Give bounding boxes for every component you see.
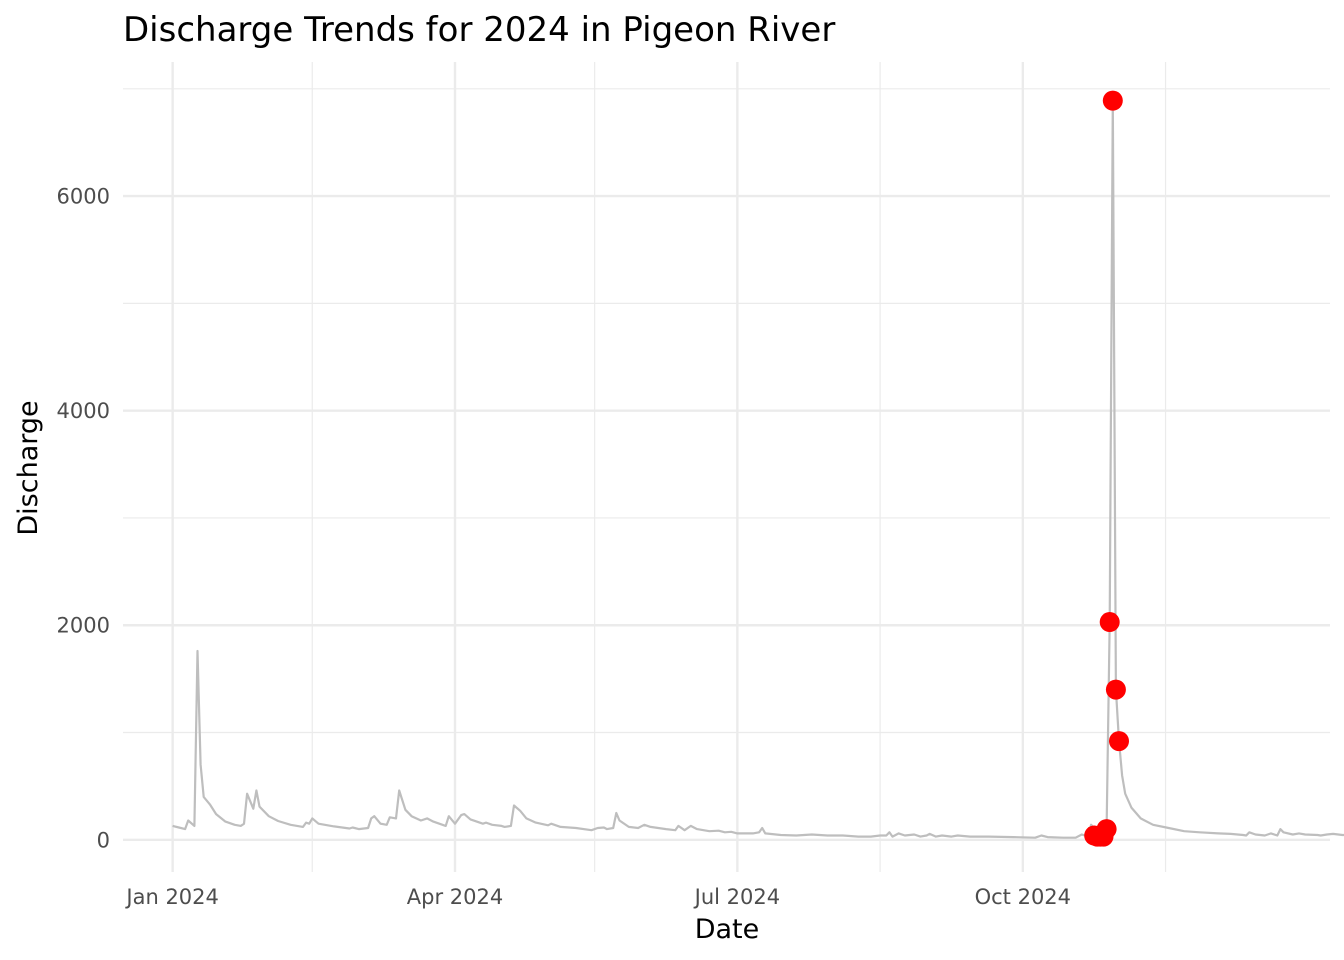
- major-gridlines: [123, 62, 1330, 872]
- y-axis-ticks: 0 2000 4000 6000: [57, 185, 110, 853]
- x-tick-label: Jul 2024: [693, 885, 780, 909]
- x-tick-label: Jan 2024: [124, 885, 219, 909]
- x-axis-title: Date: [695, 914, 760, 945]
- y-axis-title: Discharge: [13, 400, 44, 535]
- highlight-point: [1102, 90, 1123, 111]
- highlight-point: [1105, 679, 1126, 700]
- highlight-point: [1109, 731, 1130, 752]
- highlight-point: [1099, 612, 1120, 633]
- y-tick-label: 2000: [57, 614, 110, 638]
- chart-title: Discharge Trends for 2024 in Pigeon Rive…: [123, 10, 835, 50]
- x-tick-label: Oct 2024: [975, 885, 1071, 909]
- minor-gridlines: [123, 62, 1330, 872]
- x-tick-label: Apr 2024: [407, 885, 503, 909]
- highlight-point: [1096, 819, 1117, 840]
- highlight-points-layer: [1084, 90, 1130, 847]
- discharge-series-line: [172, 99, 1344, 839]
- series-layer: [172, 99, 1344, 839]
- y-tick-label: 4000: [57, 399, 110, 423]
- y-tick-label: 6000: [57, 185, 110, 209]
- y-tick-label: 0: [97, 828, 110, 852]
- x-axis-ticks: Jan 2024 Apr 2024 Jul 2024 Oct 2024: [124, 885, 1071, 909]
